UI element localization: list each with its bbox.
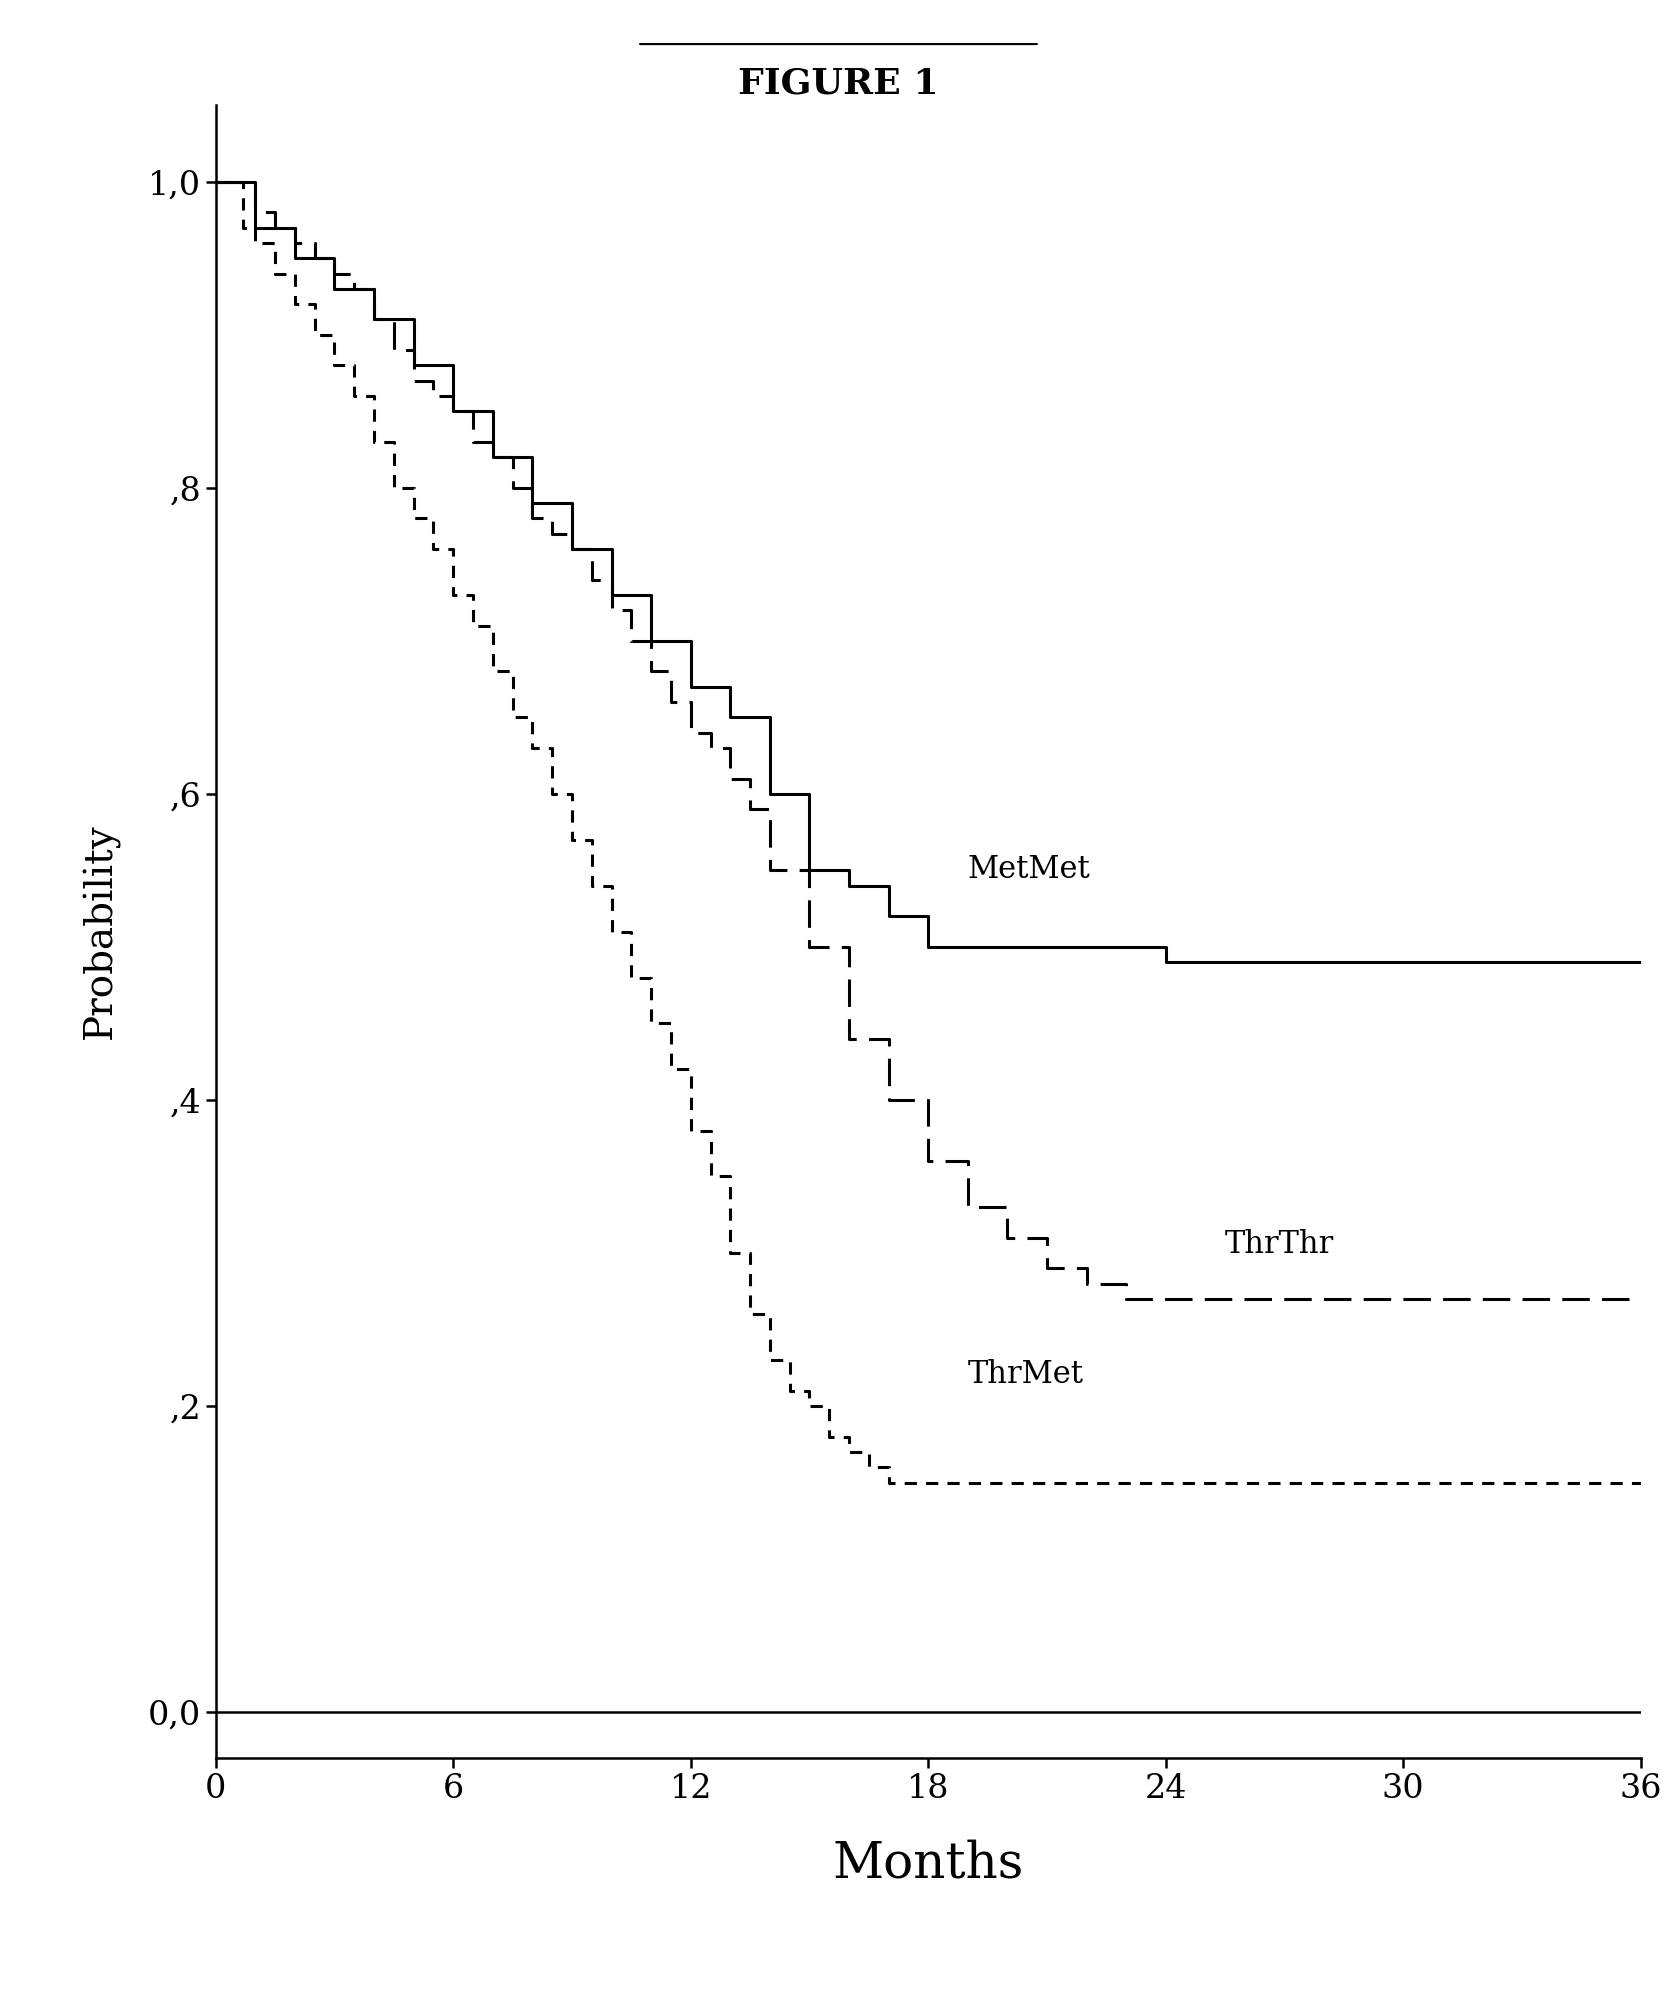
Text: ThrThr: ThrThr	[1226, 1228, 1335, 1261]
Text: ThrMet: ThrMet	[968, 1359, 1083, 1391]
Text: FIGURE 1: FIGURE 1	[738, 66, 939, 100]
Y-axis label: Probability: Probability	[82, 824, 121, 1040]
X-axis label: Months: Months	[832, 1840, 1025, 1890]
Text: MetMet: MetMet	[968, 854, 1090, 886]
